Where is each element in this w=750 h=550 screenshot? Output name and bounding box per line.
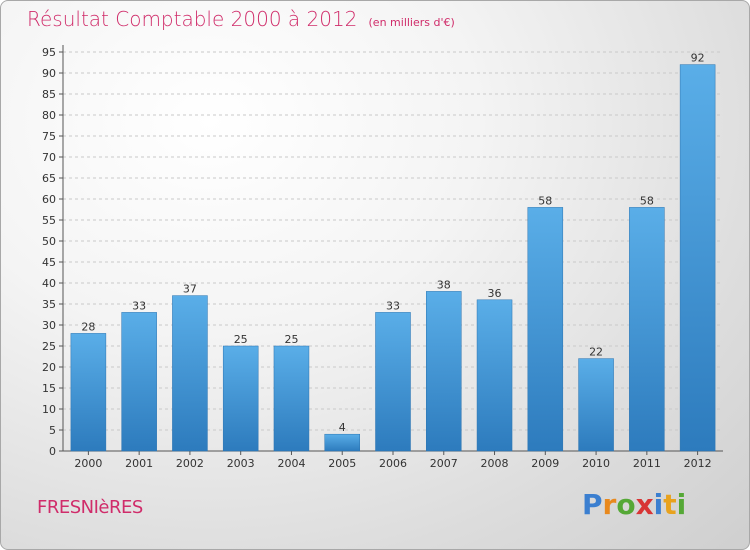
bar-2003[interactable] bbox=[222, 345, 259, 452]
bar-2009[interactable] bbox=[527, 207, 564, 452]
x-axis: 2000 2001 2002 2003 2004 2005 2006 2007 2008 2009… bbox=[63, 450, 723, 470]
logo-letter: i bbox=[653, 488, 664, 521]
y-axis: 0 5 10 15 20 25 30 35 40 45 50 55 60 65 70 75 80 85 90 95 bbox=[42, 45, 64, 458]
y-tick-label: 25 bbox=[42, 340, 56, 353]
y-tick-label: 60 bbox=[42, 193, 56, 206]
bar-2001[interactable] bbox=[121, 312, 157, 452]
value-label: 36 bbox=[488, 287, 502, 300]
y-tick-label: 75 bbox=[42, 130, 56, 143]
logo-letter: r bbox=[602, 488, 617, 521]
place-name: FRESNIèRES bbox=[37, 497, 143, 518]
bar-2010[interactable] bbox=[578, 358, 614, 452]
logo-letter: P bbox=[582, 488, 603, 521]
y-tick-label: 65 bbox=[42, 172, 56, 185]
bar-2005[interactable] bbox=[324, 433, 360, 452]
x-tick-label: 2005 bbox=[328, 457, 356, 470]
value-label: 4 bbox=[339, 421, 346, 434]
x-tick-label: 2001 bbox=[125, 457, 153, 470]
value-label: 92 bbox=[691, 52, 705, 65]
bar-2000[interactable] bbox=[70, 333, 107, 452]
logo-letter: t bbox=[663, 488, 677, 521]
x-tick-label: 2000 bbox=[74, 457, 102, 470]
x-tick-label: 2009 bbox=[531, 457, 559, 470]
y-tick-label: 10 bbox=[42, 403, 56, 416]
value-label: 37 bbox=[183, 283, 197, 296]
y-tick-label: 50 bbox=[42, 235, 56, 248]
y-tick-label: 45 bbox=[42, 256, 56, 269]
value-label: 33 bbox=[386, 299, 400, 312]
value-label: 33 bbox=[132, 299, 146, 312]
bar-2008[interactable] bbox=[476, 299, 513, 452]
bars bbox=[70, 64, 716, 452]
x-tick-label: 2003 bbox=[227, 457, 255, 470]
y-tick-label: 70 bbox=[42, 151, 56, 164]
value-label: 25 bbox=[284, 333, 298, 346]
x-tick-label: 2008 bbox=[481, 457, 509, 470]
y-tick-label: 5 bbox=[49, 424, 56, 437]
y-tick-label: 55 bbox=[42, 214, 56, 227]
y-tick-label: 0 bbox=[49, 445, 56, 458]
chart-subtitle: (en milliers d'€) bbox=[368, 16, 455, 29]
x-tick-label: 2006 bbox=[379, 457, 407, 470]
y-tick-label: 90 bbox=[42, 67, 56, 80]
x-tick-label: 2011 bbox=[633, 457, 661, 470]
y-tick-label: 15 bbox=[42, 382, 56, 395]
value-label: 22 bbox=[589, 346, 603, 359]
y-tick-label: 40 bbox=[42, 277, 56, 290]
y-tick-label: 85 bbox=[42, 88, 56, 101]
y-tick-label: 30 bbox=[42, 319, 56, 332]
bar-2012[interactable] bbox=[679, 64, 716, 452]
x-tick-label: 2010 bbox=[582, 457, 610, 470]
chart-title: Résultat Comptable 2000 à 2012 (en milli… bbox=[27, 7, 455, 31]
y-tick-label: 20 bbox=[42, 361, 56, 374]
bar-2004[interactable] bbox=[273, 345, 310, 452]
bar-2006[interactable] bbox=[375, 312, 411, 452]
x-tick-label: 2004 bbox=[277, 457, 305, 470]
x-tick-label: 2007 bbox=[430, 457, 458, 470]
logo-letter: o bbox=[616, 488, 636, 521]
value-label: 58 bbox=[538, 194, 552, 207]
logo-letter: x bbox=[635, 488, 654, 521]
y-tick-label: 95 bbox=[42, 46, 56, 59]
value-label: 28 bbox=[81, 320, 95, 333]
bar-2002[interactable] bbox=[172, 295, 208, 452]
bar-2007[interactable] bbox=[426, 291, 462, 452]
x-tick-label: 2002 bbox=[176, 457, 204, 470]
x-tick-label: 2012 bbox=[684, 457, 712, 470]
value-label: 38 bbox=[437, 278, 451, 291]
proxiti-logo[interactable]: Proxiti bbox=[582, 488, 686, 521]
value-label: 25 bbox=[234, 333, 248, 346]
value-label: 58 bbox=[640, 194, 654, 207]
logo-letter: i bbox=[676, 488, 687, 521]
bar-2011[interactable] bbox=[629, 207, 665, 452]
chart-title-text: Résultat Comptable 2000 à 2012 bbox=[27, 7, 358, 31]
y-tick-label: 35 bbox=[42, 298, 56, 311]
value-labels: 28 33 37 25 25 4 33 38 36 58 22 58 92 bbox=[81, 52, 704, 435]
y-tick-label: 80 bbox=[42, 109, 56, 122]
